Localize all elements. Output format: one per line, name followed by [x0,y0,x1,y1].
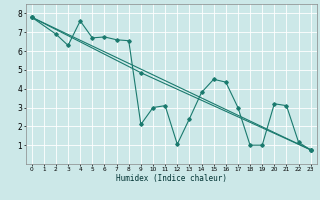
X-axis label: Humidex (Indice chaleur): Humidex (Indice chaleur) [116,174,227,183]
